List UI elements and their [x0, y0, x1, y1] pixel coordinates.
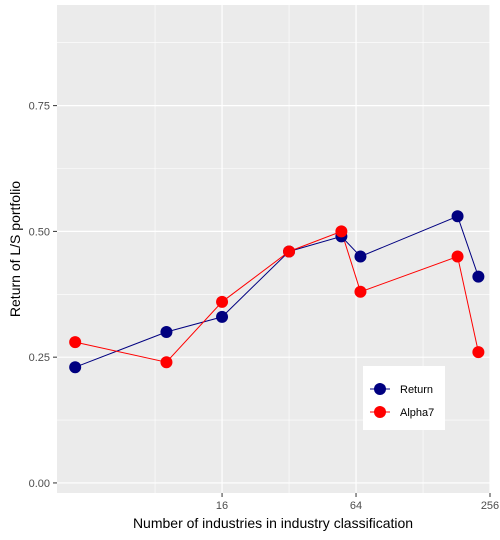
y-tick-label: 0.50: [29, 226, 50, 238]
series-line-return: [75, 215, 479, 368]
legend-background: [363, 366, 445, 430]
y-tick-label: 0.75: [29, 101, 50, 113]
series-line-alpha7: [75, 230, 479, 363]
y-axis-title: Return of L/S portfolio: [7, 181, 23, 317]
data-point-alpha7: [69, 336, 82, 349]
x-axis-title: Number of industries in industry classif…: [133, 515, 413, 531]
legend-label-return: Return: [400, 384, 433, 396]
y-tick-label: 0.25: [29, 352, 50, 364]
x-tick-label: 256: [481, 500, 499, 512]
data-point-alpha7: [216, 295, 229, 308]
legend-key-alpha7: [374, 406, 386, 418]
x-tick-label: 16: [216, 500, 228, 512]
data-point-return: [69, 361, 82, 374]
data-point-return: [160, 326, 173, 339]
y-tick-label: 0.00: [29, 478, 50, 490]
series-layer: [69, 210, 485, 374]
major-gridlines: [57, 5, 491, 493]
data-point-return: [472, 270, 485, 283]
data-point-return: [216, 310, 229, 323]
data-point-alpha7: [160, 356, 173, 369]
legend: Return Alpha7: [363, 366, 445, 430]
data-point-alpha7: [451, 250, 464, 263]
data-point-alpha7: [354, 285, 367, 298]
x-axis: 16 64 256: [216, 493, 499, 512]
y-axis: 0.00 0.25 0.50 0.75: [29, 101, 57, 490]
data-point-return: [354, 250, 367, 263]
x-tick-label: 64: [350, 500, 362, 512]
data-point-alpha7: [283, 245, 296, 258]
legend-key-return: [374, 383, 386, 395]
legend-label-alpha7: Alpha7: [400, 407, 434, 419]
data-point-alpha7: [335, 225, 348, 238]
data-point-return: [451, 210, 464, 223]
data-point-alpha7: [472, 346, 485, 359]
